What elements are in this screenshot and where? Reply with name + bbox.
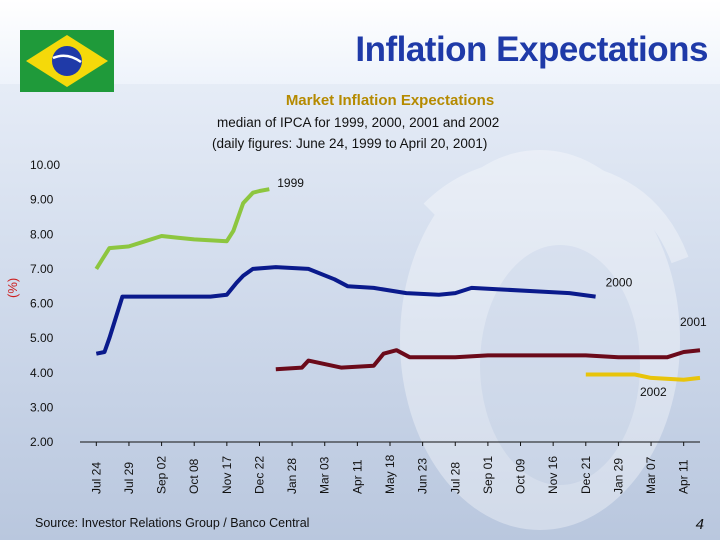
- x-tick-label: Dec 22: [252, 456, 266, 494]
- y-tick-label: 6.00: [30, 297, 54, 311]
- x-tick-label: Oct 09: [514, 458, 528, 494]
- x-tick-label: Jul 29: [122, 462, 136, 494]
- x-axis: Jul 24 Jul 29 Sep 02 Oct 08 Nov 17 Dec 22 Jan …: [80, 441, 700, 494]
- series-label-1999: 1999: [277, 176, 304, 190]
- x-tick-label: Jul 28: [448, 462, 462, 494]
- y-tick-label: 8.00: [30, 227, 54, 241]
- x-tick-label: Apr 11: [677, 459, 691, 494]
- x-tick-label: Nov 17: [220, 456, 234, 494]
- page-title: Inflation Expectations: [355, 30, 708, 69]
- y-axis: 10.00 9.00 8.00 7.00 6.00 5.00 4.00 3.00 2.00: [30, 158, 60, 449]
- y-tick-label: 4.00: [30, 366, 54, 380]
- y-tick-label: 5.00: [30, 331, 54, 345]
- chart-description-line2: (daily figures: June 24, 1999 to April 2…: [212, 136, 488, 151]
- x-tick-label: Dec 21: [579, 456, 593, 494]
- series-labels: 1999 2000 2001 2002: [277, 176, 707, 399]
- chart-subtitle: Market Inflation Expectations: [285, 92, 495, 109]
- x-tick-label: Apr 11: [350, 459, 364, 494]
- x-tick-label: Mar 03: [318, 456, 332, 494]
- series-lines: [94, 187, 701, 382]
- series-line-2002: [585, 372, 701, 382]
- series-label-2002: 2002: [640, 385, 667, 399]
- x-tick-label: Nov 16: [546, 456, 560, 494]
- series-line-2000: [95, 265, 596, 356]
- x-tick-label: Sep 01: [481, 456, 495, 494]
- header-bar: [0, 0, 720, 84]
- series-label-2000: 2000: [606, 276, 633, 290]
- source-note: Source: Investor Relations Group / Banco…: [35, 516, 310, 530]
- x-tick-label: Mar 07: [644, 456, 658, 494]
- x-tick-label: Sep 02: [155, 456, 169, 494]
- y-tick-label: 10.00: [30, 158, 60, 172]
- series-label-2001: 2001: [680, 315, 707, 329]
- x-tick-label: Jan 28: [285, 458, 299, 494]
- y-tick-label: 3.00: [30, 400, 54, 414]
- y-tick-label: 2.00: [30, 435, 54, 449]
- x-tick-label: Jan 29: [611, 458, 625, 494]
- chart-description-line1: median of IPCA for 1999, 2000, 2001 and …: [217, 115, 500, 130]
- brazil-flag-icon: [20, 30, 114, 92]
- x-tick-label: May 18: [383, 454, 397, 494]
- y-tick-label: 7.00: [30, 262, 54, 276]
- x-tick-label: Jul 24: [89, 462, 103, 494]
- y-tick-label: 9.00: [30, 193, 54, 207]
- x-tick-label: Oct 08: [187, 458, 201, 494]
- statue-background-image: [400, 150, 689, 530]
- series-line-2001: [275, 348, 701, 372]
- x-tick-label: Jun 23: [416, 458, 430, 494]
- y-axis-label: (%): [5, 278, 20, 298]
- series-line-1999: [94, 187, 270, 270]
- page-number: 4: [695, 516, 704, 533]
